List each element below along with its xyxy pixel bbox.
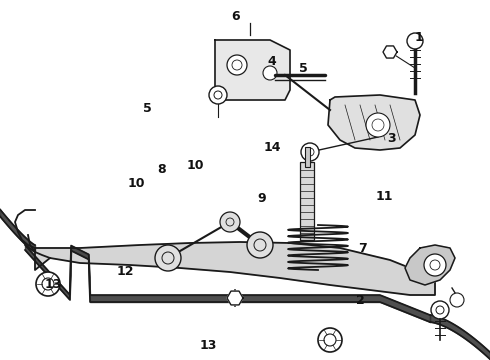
Circle shape (301, 143, 319, 161)
Text: 5: 5 (299, 62, 308, 75)
Circle shape (366, 113, 390, 137)
Polygon shape (383, 46, 397, 58)
Text: 13: 13 (44, 278, 62, 291)
Text: 10: 10 (127, 177, 145, 190)
Text: 11: 11 (376, 190, 393, 203)
Text: 9: 9 (258, 192, 267, 204)
Polygon shape (405, 245, 455, 285)
Text: 4: 4 (268, 55, 276, 68)
Circle shape (155, 245, 181, 271)
Circle shape (247, 232, 273, 258)
Text: 8: 8 (157, 163, 166, 176)
Text: 2: 2 (356, 294, 365, 307)
Circle shape (450, 293, 464, 307)
Text: 1: 1 (415, 31, 423, 44)
Text: 3: 3 (388, 132, 396, 145)
Bar (300, 162, 314, 240)
Circle shape (36, 272, 60, 296)
Text: 12: 12 (116, 265, 134, 278)
Text: 13: 13 (199, 339, 217, 352)
Circle shape (220, 212, 240, 232)
Polygon shape (35, 242, 435, 295)
Text: 7: 7 (358, 242, 367, 255)
Text: 10: 10 (186, 159, 204, 172)
Polygon shape (328, 95, 420, 150)
Circle shape (431, 301, 449, 319)
Circle shape (227, 55, 247, 75)
Polygon shape (215, 40, 290, 100)
Text: 14: 14 (263, 141, 281, 154)
Circle shape (407, 33, 423, 49)
Bar (305, 147, 310, 167)
Text: 5: 5 (143, 102, 151, 114)
Circle shape (209, 86, 227, 104)
Circle shape (424, 254, 446, 276)
Circle shape (318, 328, 342, 352)
Polygon shape (227, 291, 243, 305)
Text: 6: 6 (231, 10, 240, 23)
Circle shape (263, 66, 277, 80)
